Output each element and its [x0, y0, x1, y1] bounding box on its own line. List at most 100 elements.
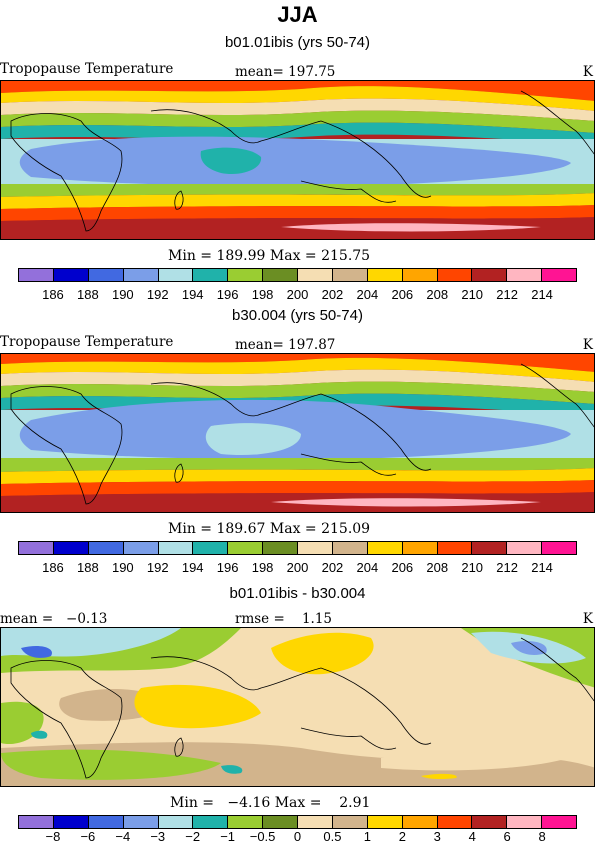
- cold-core: [19, 399, 571, 460]
- warm-spot: [200, 147, 262, 175]
- panel-1-colorbar-ticks: 186 188 190 192 194 196 198 200 202 204 206 208 210 2…: [18, 287, 577, 303]
- colorbar-tick-label: 212: [496, 287, 518, 302]
- colorbar-swatch: [88, 816, 124, 828]
- colorbar-swatch: [193, 816, 229, 828]
- colorbar-swatch: [193, 542, 229, 554]
- panel-2-map: [0, 353, 595, 513]
- colorbar-swatch: [19, 269, 54, 281]
- colorbar-tick-label: 188: [77, 287, 99, 302]
- band-s1: [1, 184, 594, 197]
- colorbar-tick-label: −3: [150, 829, 166, 844]
- colorbar-swatch: [88, 269, 124, 281]
- colorbar-swatch: [472, 542, 508, 554]
- band-n3: [1, 369, 594, 392]
- colorbar-swatch: [437, 542, 473, 554]
- warm-spot: [205, 423, 301, 456]
- panel-2-colorbar-ticks: 186 188 190 192 194 196 198 200 202 204 206 208 210 2…: [18, 560, 577, 576]
- colorbar-tick-label: 196: [216, 560, 239, 575]
- colorbar-tick-label: 202: [321, 560, 344, 575]
- colorbar-tick-label: 198: [251, 287, 274, 302]
- colorbar-tick-label: 190: [111, 560, 134, 575]
- colorbar-swatch: [19, 816, 54, 828]
- colorbar-swatch: [542, 542, 576, 554]
- colorbar-swatch: [332, 542, 368, 554]
- coastlines: [10, 90, 594, 232]
- colorbar-swatch: [53, 269, 89, 281]
- colorbar-tick-label: 0.5: [323, 829, 342, 844]
- colorbar-swatch: [298, 269, 333, 281]
- colorbar-tick-label: 8: [538, 829, 546, 844]
- coastlines: [10, 637, 594, 779]
- panel-2-title: b30.004 (yrs 50-74): [232, 307, 363, 324]
- colorbar-swatch: [228, 269, 264, 281]
- colorbar-swatch: [472, 269, 508, 281]
- cold-core: [19, 136, 571, 187]
- colorbar-tick-label: −6: [80, 829, 96, 844]
- patch: [381, 752, 561, 771]
- colorbar-swatch: [367, 542, 403, 554]
- colorbar-swatch: [123, 542, 159, 554]
- patch: [21, 645, 52, 658]
- colorbar-swatch: [123, 269, 159, 281]
- colorbar-swatch: [158, 269, 194, 281]
- colorbar-tick-label: 1: [363, 829, 371, 844]
- colorbar-tick-label: 0: [293, 829, 302, 844]
- colorbar-swatch: [332, 816, 368, 828]
- panel-3-title: b01.01ibis - b30.004: [229, 585, 366, 602]
- colorbar-tick-label: −4: [115, 829, 131, 844]
- patch: [134, 684, 261, 729]
- colorbar-swatch: [88, 542, 124, 554]
- patch: [421, 773, 457, 780]
- coastlines: [10, 363, 594, 505]
- colorbar-tick-label: 186: [42, 287, 64, 302]
- colorbar-swatch: [298, 542, 333, 554]
- patch: [221, 765, 243, 774]
- panel-2-contour-map: [1, 354, 594, 512]
- colorbar-tick-label: 6: [503, 829, 511, 844]
- colorbar-swatch: [158, 816, 194, 828]
- colorbar-tick-label: 200: [286, 287, 309, 302]
- panel-2-variable-label: Tropopause Temperature: [0, 334, 174, 350]
- band-s2: [1, 468, 594, 484]
- colorbar-tick-label: 198: [251, 560, 274, 575]
- colorbar-tick-label: 208: [426, 560, 449, 575]
- colorbar-swatch: [367, 269, 403, 281]
- colorbar-tick-label: 186: [42, 560, 64, 575]
- panel-2-colorbar: [18, 541, 577, 555]
- band-s5: [271, 498, 541, 507]
- band-s2: [1, 193, 594, 209]
- patch: [31, 730, 48, 739]
- panel-3-rmse-label: rmse = 1.15: [235, 611, 332, 627]
- colorbar-tick-label: 206: [391, 287, 414, 302]
- colorbar-swatch: [123, 816, 159, 828]
- colorbar-swatch: [402, 542, 438, 554]
- colorbar-tick-label: 208: [426, 287, 449, 302]
- band-s5: [281, 223, 541, 232]
- patch: [271, 632, 374, 675]
- colorbar-tick-label: 204: [356, 287, 379, 302]
- panel-3-colorbar: [18, 815, 577, 829]
- colorbar-swatch: [367, 816, 403, 828]
- figure-title: JJA: [277, 2, 318, 27]
- colorbar-tick-label: 204: [356, 560, 379, 575]
- colorbar-tick-label: −2: [185, 829, 201, 844]
- panel-3-map: [0, 627, 595, 787]
- panel-1-contour-map: [1, 81, 594, 239]
- colorbar-tick-label: 4: [468, 829, 476, 844]
- colorbar-swatch: [263, 269, 298, 281]
- band-n1: [1, 81, 594, 101]
- colorbar-tick-label: 202: [321, 287, 344, 302]
- colorbar-swatch: [298, 816, 333, 828]
- colorbar-tick-label: −0.5: [249, 829, 276, 844]
- colorbar-swatch: [158, 542, 194, 554]
- colorbar-tick-label: 194: [181, 560, 204, 575]
- colorbar-tick-label: 206: [391, 560, 414, 575]
- colorbar-tick-label: 192: [146, 560, 169, 575]
- colorbar-swatch: [228, 816, 264, 828]
- colorbar-tick-label: 214: [531, 560, 553, 575]
- colorbar-swatch: [437, 816, 473, 828]
- colorbar-tick-label: −1: [220, 829, 236, 844]
- colorbar-tick-label: 214: [531, 287, 553, 302]
- band-s1: [1, 458, 594, 472]
- panel-1-mean-label: mean= 197.75: [235, 64, 336, 80]
